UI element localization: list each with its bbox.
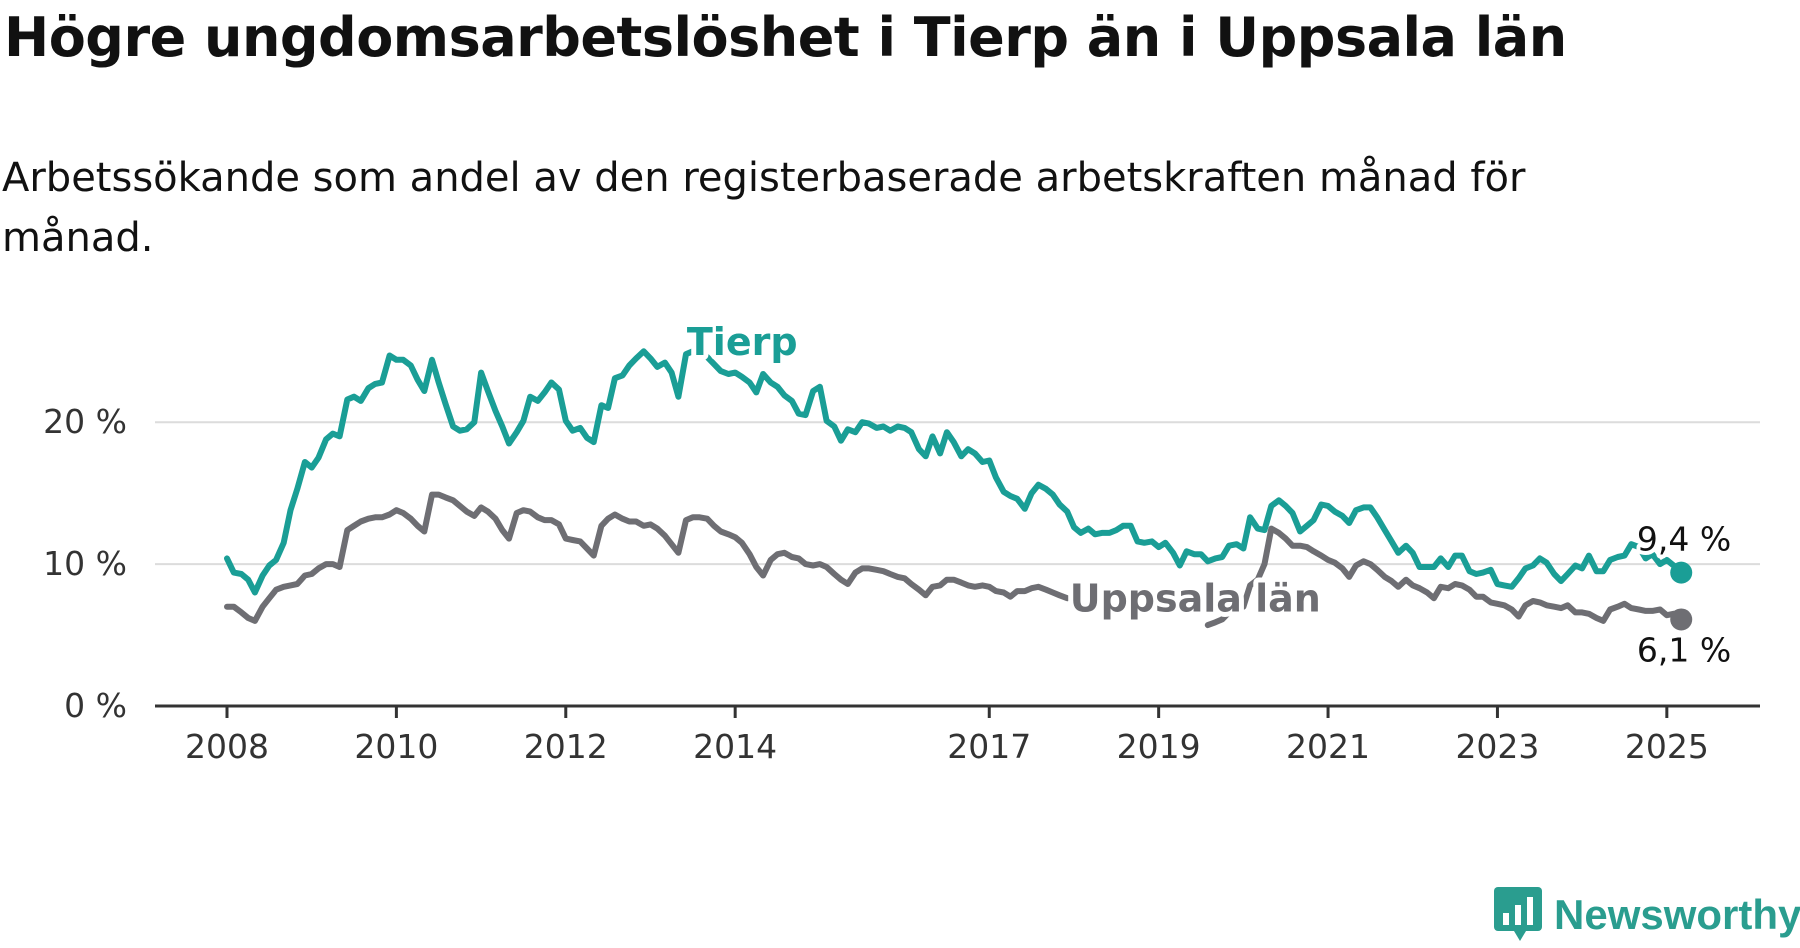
x-tick-label: 2014 [693,727,777,766]
x-tick-label: 2025 [1625,727,1709,766]
series-line-uppsala-lan [224,491,1071,624]
newsworthy-logo: Newsworthy [1494,886,1800,944]
series-label-tierp: Tierp [687,320,798,364]
x-tick-label: 2008 [185,727,269,766]
y-tick-label: 10 % [43,544,127,583]
end-marker-tierp [1670,561,1693,584]
chart-bubble-icon [1494,887,1542,941]
series-labels: Tierp Uppsala län 9,4 % 6,1 % [682,315,1735,674]
grid-lines [155,421,1760,566]
chart-subtitle: Arbetssökande som andel av den registerb… [2,155,1526,261]
series-label-uppsala-lan: Uppsala län [1070,577,1321,621]
end-marker-uppsala-lan [1670,608,1693,631]
x-tick-label: 2021 [1286,727,1370,766]
y-tick-label: 20 % [43,402,127,441]
chart-title: Högre ungdomsarbetslöshet i Tierp än i U… [4,6,1567,69]
y-tick-label: 0 % [64,686,127,725]
end-value-label-uppsala-lan: 6,1 % [1637,630,1731,669]
x-tick-label: 2023 [1455,727,1539,766]
series-line-uppsala-lan [1204,525,1685,629]
axes: 0 % 10 % 20 % 2008 2010 2012 2014 2017 2019 2021 2… [43,402,1760,766]
x-tick-label: 2010 [354,727,438,766]
x-tick-label: 2012 [524,727,608,766]
x-tick-label: 2019 [1117,727,1201,766]
x-tick-label: 2017 [947,727,1031,766]
series-line-tierp [224,348,1685,596]
series-lines [224,348,1685,629]
end-value-label-tierp: 9,4 % [1637,520,1731,559]
logo-text: Newsworthy [1554,891,1800,938]
